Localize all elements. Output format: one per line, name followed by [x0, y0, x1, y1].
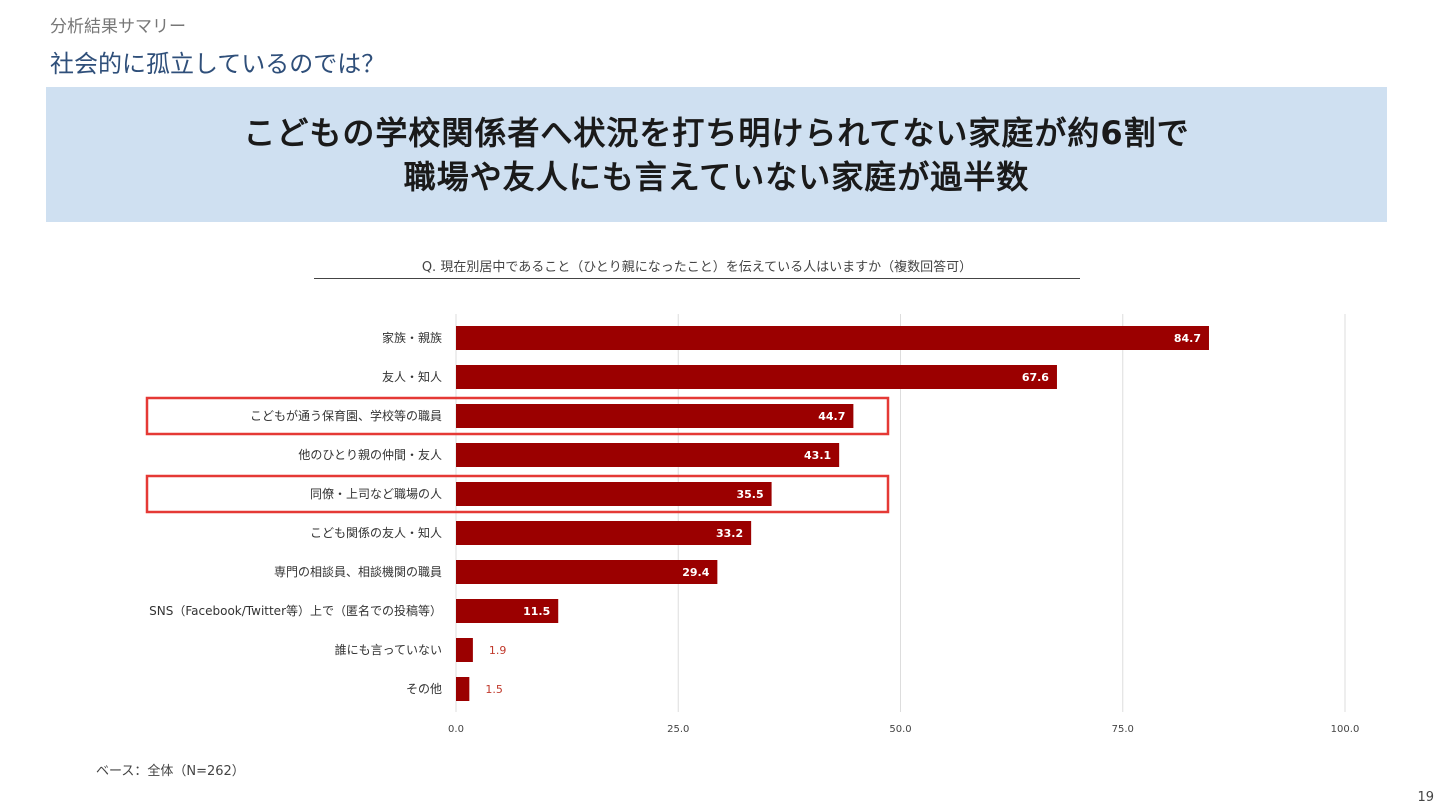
page-number: 19 — [1417, 790, 1434, 805]
value-label: 67.6 — [1022, 371, 1049, 384]
category-label: 同僚・上司など職場の人 — [310, 486, 442, 501]
value-label: 35.5 — [736, 488, 763, 501]
highlight-box — [145, 396, 890, 436]
x-tick-label: 25.0 — [667, 724, 689, 735]
category-label: 他のひとり親の仲間・友人 — [298, 448, 442, 462]
x-tick-label: 50.0 — [889, 724, 911, 735]
x-tick-label: 75.0 — [1112, 724, 1134, 735]
bar — [456, 599, 559, 623]
x-tick-label: 100.0 — [1331, 724, 1360, 735]
page-title: 社会的に孤立しているのでは？ — [50, 50, 386, 78]
value-label: 84.7 — [1174, 332, 1201, 345]
value-label: 33.2 — [716, 527, 743, 540]
value-label: 11.5 — [523, 605, 550, 618]
bar — [456, 638, 473, 662]
bar — [456, 560, 718, 584]
bar — [456, 677, 470, 701]
category-label: 専門の相談員、相談機関の職員 — [274, 564, 442, 579]
highlight-box — [145, 474, 890, 514]
survey-question: Q. 現在別居中であること（ひとり親になったこと）を伝えている人はいますか（複数… — [314, 256, 1080, 279]
value-label: 29.4 — [682, 566, 709, 579]
base-note: ベース：全体（N=262） — [96, 764, 245, 779]
value-label: 43.1 — [804, 449, 831, 462]
headline-line-1: こどもの学校関係者へ状況を打ち明けられてない家庭が約6割で — [243, 113, 1190, 152]
headline-line-2: 職場や友人にも言えていない家庭が過半数 — [403, 157, 1030, 196]
bar — [456, 365, 1057, 389]
bar — [456, 482, 772, 506]
value-label: 44.7 — [818, 410, 845, 423]
bar — [456, 326, 1209, 350]
category-label: 友人・知人 — [382, 370, 442, 384]
category-label: こども関係の友人・知人 — [310, 526, 442, 540]
bar — [456, 443, 840, 467]
value-label: 1.5 — [485, 683, 503, 696]
breadcrumb: 分析結果サマリー — [50, 17, 186, 37]
bar — [456, 404, 854, 428]
headline-banner: こどもの学校関係者へ状況を打ち明けられてない家庭が約6割で 職場や友人にも言えて… — [46, 87, 1387, 222]
category-label: こどもが通う保育園、学校等の職員 — [250, 408, 442, 423]
category-label: 家族・親族 — [382, 330, 442, 345]
x-tick-label: 0.0 — [448, 724, 464, 735]
bar — [456, 521, 752, 545]
category-label: SNS（Facebook/Twitter等）上で（匿名での投稿等） — [149, 603, 442, 618]
category-label: 誰にも言っていない — [335, 642, 442, 657]
category-label: その他 — [406, 682, 442, 696]
bar-chart: 0.0 25.0 50.0 75.0 100.0 家族・親族 84.7 友人・知人 67.6 こど… — [145, 314, 1360, 735]
value-label: 1.9 — [489, 644, 507, 657]
